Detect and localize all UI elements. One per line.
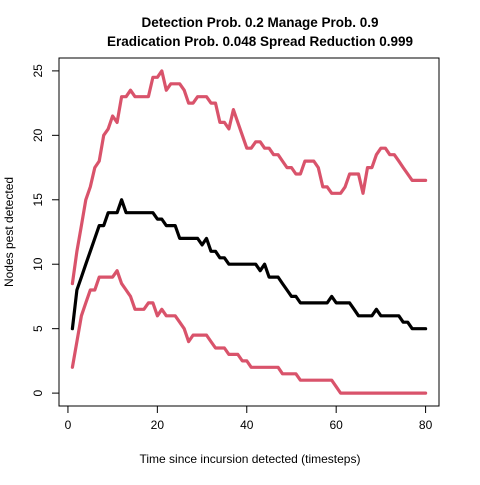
y-axis-label: Nodes pest detected (2, 177, 16, 287)
x-axis: 0 20 40 60 80 (65, 405, 433, 432)
x-tick-label: 40 (240, 418, 254, 432)
y-axis: 0 5 10 15 20 25 (31, 64, 60, 396)
y-tick-label: 15 (31, 193, 45, 207)
x-tick-label: 0 (65, 418, 72, 432)
x-tick-label: 80 (419, 418, 433, 432)
series-line-upper (70, 69, 428, 286)
chart-title-line-1: Detection Prob. 0.2 Manage Prob. 0.9 (141, 15, 378, 30)
series-line-lower (70, 269, 428, 395)
y-tick-label: 0 (31, 389, 45, 396)
series-layer (70, 69, 428, 395)
y-tick-label: 10 (31, 257, 45, 271)
x-axis-label: Time since incursion detected (timesteps… (140, 452, 361, 466)
x-tick-label: 60 (329, 418, 343, 432)
chart-title-line-2: Eradication Prob. 0.048 Spread Reduction… (107, 34, 413, 49)
series-line-median (70, 198, 428, 331)
x-tick-label: 20 (151, 418, 165, 432)
y-tick-label: 5 (31, 325, 45, 332)
y-tick-label: 25 (31, 64, 45, 78)
y-tick-label: 20 (31, 128, 45, 142)
